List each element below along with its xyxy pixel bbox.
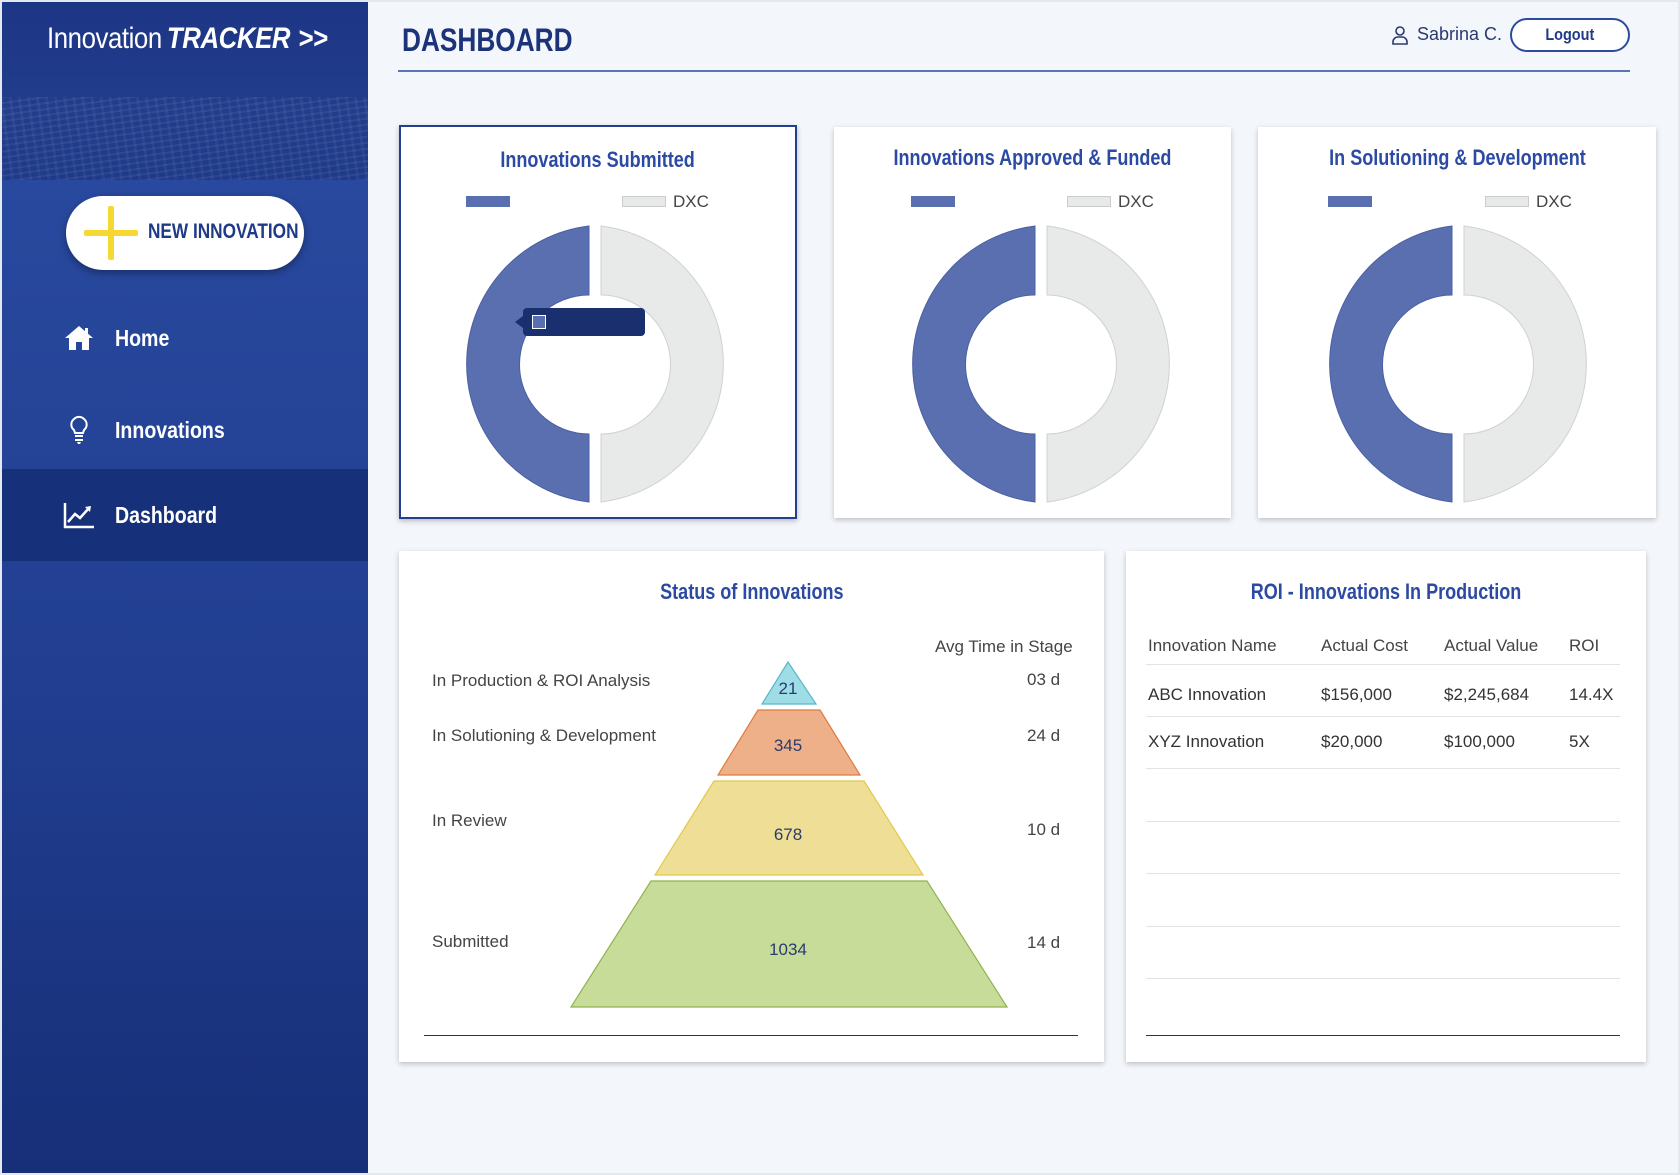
page-title: DASHBOARD bbox=[402, 22, 573, 58]
cell-name: XYZ Innovation bbox=[1148, 732, 1265, 751]
card-title: Status of Innovations bbox=[659, 579, 844, 604]
card-title: Innovations Approved & Funded bbox=[893, 145, 1172, 170]
donut-chart-approved[interactable] bbox=[895, 224, 1195, 506]
funnel-stage-submitted[interactable] bbox=[569, 880, 1009, 1008]
sidebar-item-label: Home bbox=[115, 324, 170, 351]
column-header-value[interactable]: Actual Value bbox=[1444, 636, 1539, 655]
sidebar-item-label: Innovations bbox=[115, 416, 225, 443]
new-innovation-button[interactable]: NEW INNOVATION bbox=[66, 196, 304, 270]
brand-word: Innovation bbox=[47, 22, 162, 55]
home-icon bbox=[65, 326, 93, 350]
sidebar-item-home[interactable]: Home bbox=[2, 292, 368, 384]
legend-swatch-dxc[interactable] bbox=[622, 196, 666, 207]
header-texture bbox=[2, 97, 368, 180]
card-approved-funded[interactable]: Innovations Approved & Funded bbox=[834, 127, 1231, 518]
row-divider bbox=[1146, 926, 1620, 927]
funnel-stage-review[interactable] bbox=[653, 780, 925, 876]
plus-icon bbox=[84, 206, 138, 260]
row-divider bbox=[1146, 978, 1620, 979]
funnel-value: 1034 bbox=[769, 940, 807, 959]
cell-roi: 14.4X bbox=[1569, 685, 1614, 704]
funnel-baseline bbox=[424, 1035, 1078, 1036]
donut-segment-dxc bbox=[600, 225, 724, 503]
legend-swatch-primary[interactable] bbox=[466, 196, 510, 207]
column-header-name[interactable]: Innovation Name bbox=[1148, 636, 1277, 655]
row-divider bbox=[1146, 821, 1620, 822]
table-baseline bbox=[1146, 1035, 1620, 1036]
stage-label: In Solutioning & Development bbox=[432, 726, 656, 745]
card-title: ROI - Innovations In Production bbox=[1250, 579, 1522, 604]
column-header-roi[interactable]: ROI bbox=[1569, 636, 1600, 655]
card-innovations-submitted[interactable]: Innovations Submitted bbox=[399, 125, 797, 519]
legend-swatch-primary[interactable] bbox=[911, 196, 955, 207]
donut-segment-primary bbox=[1329, 225, 1453, 503]
logout-label: Logout bbox=[1545, 25, 1595, 44]
row-divider bbox=[1146, 664, 1620, 665]
user-name: Sabrina C. bbox=[1417, 24, 1503, 44]
donut-segment-dxc bbox=[1463, 225, 1587, 503]
legend-label-dxc: DXC bbox=[1536, 192, 1572, 211]
cell-value: $100,000 bbox=[1444, 732, 1515, 751]
card-roi: ROI - Innovations In Production bbox=[1126, 551, 1646, 1062]
card-title: In Solutioning & Development bbox=[1328, 145, 1586, 170]
stage-time: 10 d bbox=[1027, 820, 1061, 839]
donut-chart-solutioning[interactable] bbox=[1312, 224, 1612, 506]
stage-label: In Review bbox=[432, 811, 507, 830]
funnel-value: 21 bbox=[778, 679, 798, 698]
logout-button[interactable]: Logout bbox=[1510, 18, 1630, 52]
stage-time: 24 d bbox=[1027, 726, 1061, 745]
app-logo[interactable]: Innovation TRACKER >> bbox=[47, 22, 328, 56]
donut-segment-primary bbox=[912, 225, 1036, 503]
header-divider bbox=[398, 70, 1630, 72]
user-menu[interactable]: Sabrina C. bbox=[1391, 24, 1502, 45]
sidebar: Innovation TRACKER >> NEW INNOVATION Home … bbox=[2, 2, 368, 1173]
chart-line-icon bbox=[63, 503, 94, 529]
cell-cost: $20,000 bbox=[1321, 732, 1383, 751]
legend-label-dxc: DXC bbox=[1118, 192, 1154, 211]
cell-value: $2,245,684 bbox=[1444, 685, 1530, 704]
row-divider bbox=[1146, 873, 1620, 874]
cell-roi: 5X bbox=[1569, 732, 1590, 751]
legend-swatch-dxc[interactable] bbox=[1067, 196, 1111, 207]
legend-swatch-primary[interactable] bbox=[1328, 196, 1372, 207]
cell-cost: $156,000 bbox=[1321, 685, 1392, 704]
row-divider bbox=[1146, 716, 1620, 717]
brand-chevrons: >> bbox=[298, 22, 329, 55]
sidebar-header: Innovation TRACKER >> bbox=[2, 2, 368, 180]
sidebar-item-dashboard[interactable]: Dashboard bbox=[2, 469, 368, 561]
donut-segment-primary bbox=[466, 225, 590, 503]
donut-chart-submitted[interactable] bbox=[449, 224, 749, 506]
lightbulb-icon bbox=[70, 415, 88, 444]
funnel-value: 345 bbox=[773, 736, 803, 755]
sidebar-item-label: Dashboard bbox=[115, 501, 218, 528]
chart-tooltip bbox=[515, 308, 645, 336]
stage-time: 03 d bbox=[1027, 670, 1061, 689]
stage-label: In Production & ROI Analysis bbox=[432, 671, 651, 690]
legend-swatch-dxc[interactable] bbox=[1485, 196, 1529, 207]
funnel-stage-production[interactable] bbox=[760, 660, 818, 705]
funnel-value: 678 bbox=[773, 825, 803, 844]
stage-label: Submitted bbox=[432, 932, 509, 951]
user-icon bbox=[1392, 25, 1408, 45]
tooltip-swatch bbox=[532, 315, 546, 329]
row-divider bbox=[1146, 768, 1620, 769]
funnel-stage-solutioning[interactable] bbox=[716, 709, 862, 776]
brand-tracker: TRACKER bbox=[166, 22, 291, 55]
avg-time-header: Avg Time in Stage bbox=[935, 637, 1073, 656]
card-title: Innovations Submitted bbox=[500, 147, 696, 172]
donut-segment-dxc bbox=[1046, 225, 1170, 503]
sidebar-item-innovations[interactable]: Innovations bbox=[2, 384, 368, 476]
new-innovation-label: NEW INNOVATION bbox=[148, 220, 299, 243]
legend-label-dxc: DXC bbox=[673, 192, 709, 211]
cell-name: ABC Innovation bbox=[1148, 685, 1267, 704]
column-header-cost[interactable]: Actual Cost bbox=[1321, 636, 1408, 655]
stage-time: 14 d bbox=[1027, 933, 1061, 952]
funnel-chart bbox=[569, 660, 1009, 1008]
card-solutioning-development[interactable]: In Solutioning & Development bbox=[1258, 127, 1656, 518]
